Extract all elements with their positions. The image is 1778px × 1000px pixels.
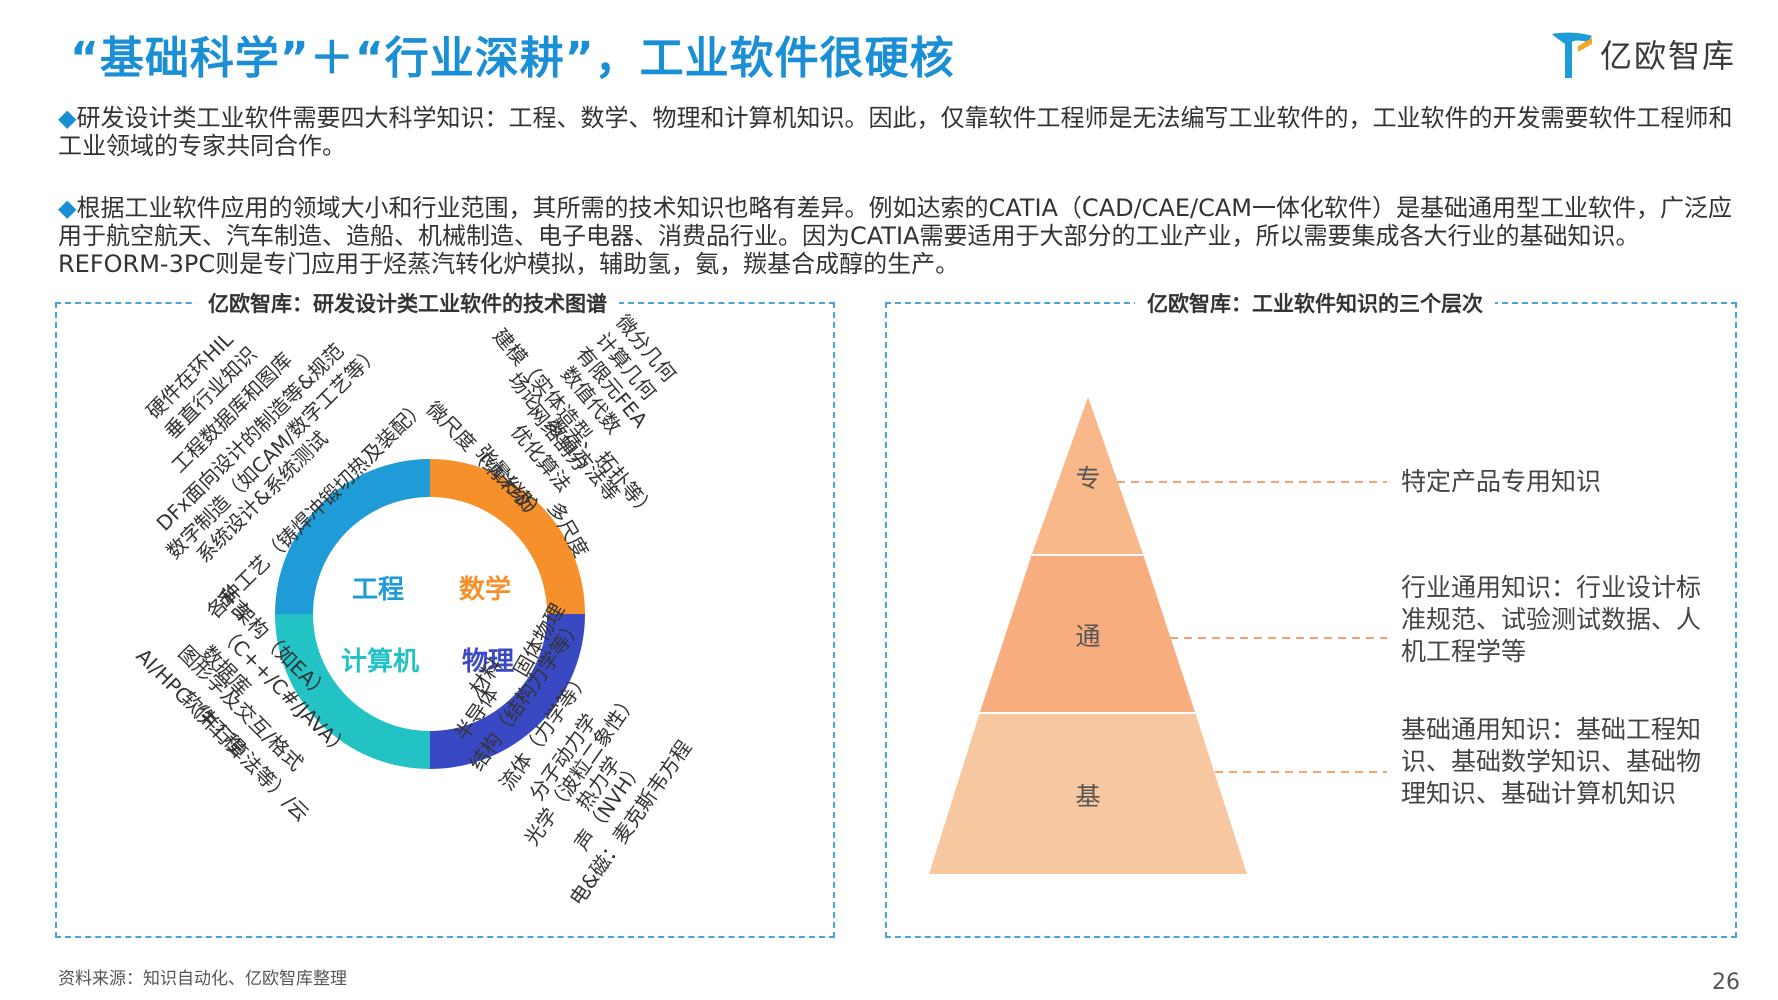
bullet-icon: ◆ bbox=[58, 194, 77, 222]
pyramid-tag-top: 专 bbox=[1075, 464, 1100, 493]
bullet-icon: ◆ bbox=[58, 104, 77, 132]
knowledge-pyramid: 专 通 基 bbox=[929, 397, 1387, 874]
level-label-industry: 行业通用知识：行业设计标准规范、试验测试数据、人机工程学等 bbox=[1401, 573, 1702, 666]
page-title: “基础科学”＋“行业深耕”，工业软件很硬核 bbox=[70, 33, 955, 84]
level-label-basic: 基础通用知识：基础工程知识、基础数学知识、基础物理知识、基础计算机知识 bbox=[1401, 715, 1702, 808]
paragraph-2-text: 根据工业软件应用的领域大小和行业范围，其所需的技术知识也略有差异。例如达索的CA… bbox=[58, 194, 1732, 278]
ring-label-engineering: 工程 bbox=[352, 575, 404, 605]
paragraph-1: ◆研发设计类工业软件需要四大科学知识：工程、数学、物理和计算机知识。因此，仅靠软… bbox=[58, 104, 1738, 160]
page-number: 26 bbox=[1712, 970, 1740, 995]
logo-icon bbox=[1551, 32, 1592, 78]
tech-map-diagram: 工程 数学 计算机 物理 硬件在环HIL 垂直行业知识 工程数据库和图库 DFx… bbox=[131, 310, 696, 910]
tech-map-title: 亿欧智库：研发设计类工业软件的技术图谱 bbox=[196, 288, 619, 318]
pyramid-tag-middle: 通 bbox=[1075, 622, 1100, 651]
ring-label-math: 数学 bbox=[459, 574, 511, 605]
ring-label-computer: 计算机 bbox=[341, 646, 419, 677]
ring-segment-engineering bbox=[275, 459, 430, 614]
ring-label-physics: 物理 bbox=[462, 647, 514, 677]
ring-segment-math bbox=[430, 459, 585, 614]
brand-logo: 亿欧智库 bbox=[1550, 26, 1736, 82]
logo-text: 亿欧智库 bbox=[1599, 37, 1736, 75]
pyramid-middle bbox=[980, 554, 1195, 712]
pyramid-top bbox=[1032, 397, 1143, 554]
ring-segment-computer bbox=[275, 614, 430, 769]
pyramid-tag-bottom: 基 bbox=[1075, 782, 1100, 811]
paragraph-1-text: 研发设计类工业软件需要四大科学知识：工程、数学、物理和计算机知识。因此，仅靠软件… bbox=[58, 104, 1733, 160]
level-label-specific: 特定产品专用知识 bbox=[1401, 467, 1602, 496]
ring-segment-physics bbox=[430, 614, 585, 769]
source-note: 资料来源：知识自动化、亿欧智库整理 bbox=[58, 969, 347, 989]
paragraph-2: ◆根据工业软件应用的领域大小和行业范围，其所需的技术知识也略有差异。例如达索的C… bbox=[58, 194, 1738, 278]
pyramid-bottom bbox=[929, 712, 1247, 874]
knowledge-levels-title: 亿欧智库：工业软件知识的三个层次 bbox=[1135, 288, 1495, 318]
